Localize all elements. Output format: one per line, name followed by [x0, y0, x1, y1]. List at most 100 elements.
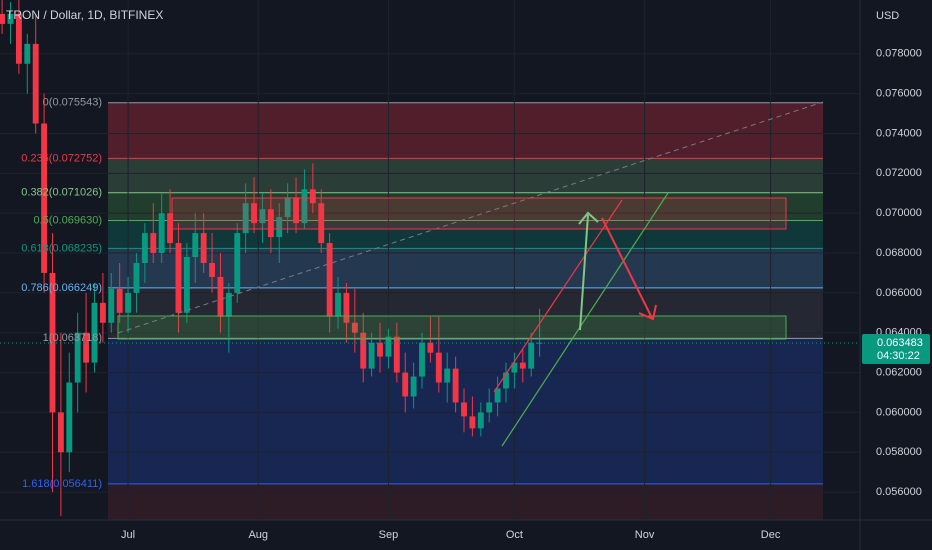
y-tick-label: 0.060000: [876, 406, 922, 418]
candle-body: [259, 209, 266, 224]
candle-body: [116, 288, 123, 313]
trend-line: [117, 101, 824, 334]
fib-zone: [108, 192, 823, 221]
countdown: 04:30:22: [877, 350, 920, 362]
candle-body: [242, 203, 249, 234]
x-tick-label: Aug: [248, 529, 268, 541]
candle-body: [158, 213, 165, 254]
candle-body: [461, 402, 467, 417]
candle-body: [494, 388, 501, 403]
fib-label: 0.5(0.069630): [34, 214, 103, 226]
candle-body: [419, 342, 425, 377]
fib-label: 0.618(0.068235): [21, 242, 102, 254]
fib-label: 0.382(0.071026): [21, 187, 102, 199]
candle-body: [57, 412, 64, 453]
candle-body: [150, 233, 157, 254]
candle-body: [133, 262, 140, 293]
candle-body: [83, 332, 90, 363]
candle-body: [444, 368, 451, 383]
candle-body: [74, 332, 81, 383]
last-price-box: [862, 334, 930, 365]
candle-body: [410, 376, 417, 397]
candle-body: [32, 43, 39, 124]
x-tick-label: Oct: [506, 529, 523, 541]
y-tick-label: 0.068000: [876, 247, 922, 259]
candle-body: [326, 243, 333, 317]
labels: 0.0560000.0580000.0600000.0620000.064000…: [0, 48, 930, 541]
candle-body: [284, 197, 291, 218]
candle-body: [477, 412, 484, 429]
channel-line: [501, 192, 669, 447]
x-tick-label: Dec: [761, 529, 781, 541]
candle-body: [301, 189, 308, 224]
candles: [0, 0, 543, 517]
y-tick-label: 0.074000: [876, 127, 922, 139]
arrow: [601, 217, 653, 319]
y-tick-label: 0.070000: [876, 207, 922, 219]
candle-body: [234, 233, 241, 293]
candle-body: [360, 332, 367, 369]
candle-body: [15, 13, 22, 64]
candle-body: [393, 336, 400, 373]
candle-body: [377, 342, 383, 357]
candle-body: [343, 292, 350, 323]
support-box: [117, 315, 787, 340]
candle-body: [91, 302, 98, 363]
candle-body: [251, 203, 257, 224]
last-price-label: 0.063483: [877, 337, 923, 349]
y-tick-label: 0.076000: [876, 88, 922, 100]
x-tick-label: Sep: [379, 529, 399, 541]
candle-body: [435, 352, 442, 383]
candle-body: [276, 217, 283, 238]
arrow-head: [638, 304, 657, 321]
candle-body: [452, 368, 459, 403]
candle-body: [385, 336, 392, 357]
candle-body: [200, 233, 207, 263]
candle-body: [267, 209, 274, 238]
arrow: [579, 214, 589, 331]
y-tick-label: 0.066000: [876, 287, 922, 299]
grid: [0, 0, 860, 520]
candle-body: [99, 302, 106, 323]
candle-body: [141, 233, 148, 263]
candle-body: [519, 362, 526, 369]
y-tick-label: 0.056000: [876, 486, 922, 498]
candle-body: [293, 197, 299, 224]
candle-body: [108, 288, 115, 323]
fib-label: 0.786(0.066249): [21, 282, 102, 294]
fib-zone: [108, 248, 823, 288]
fib-label: 0.236(0.072752): [21, 152, 102, 164]
candle-body: [427, 342, 434, 353]
candle-body: [24, 43, 31, 64]
candle-body: [41, 123, 48, 273]
fib-zone: [108, 483, 823, 520]
candle-body: [309, 189, 316, 204]
fib-zone: [108, 158, 823, 193]
candle-body: [125, 292, 132, 313]
x-tick-label: Jul: [121, 529, 135, 541]
y-tick-label: 0.058000: [876, 446, 922, 458]
candle-body: [402, 372, 409, 397]
candle-body: [7, 13, 14, 24]
y-tick-label: 0.072000: [876, 167, 922, 179]
fib-label: 1(0.063718): [43, 332, 102, 344]
fib-zones: [108, 102, 823, 520]
candle-body: [225, 292, 232, 317]
fib-label: 1.618(0.056411): [22, 478, 102, 490]
drawings: [117, 101, 824, 447]
candle-body: [469, 416, 476, 429]
fib-zone: [108, 220, 823, 249]
candle-body: [486, 402, 493, 413]
resistance-box: [171, 197, 787, 230]
chart-title: TRON / Dollar, 1D, BITFINEX: [6, 8, 163, 22]
x-tick-label: Nov: [635, 529, 655, 541]
candle-body: [536, 342, 543, 344]
channel-line: [493, 199, 623, 393]
y-tick-label: 0.062000: [876, 366, 922, 378]
currency: USD: [876, 10, 899, 22]
candle-body: [368, 342, 375, 369]
candle-body: [217, 276, 224, 317]
candle-body: [351, 322, 358, 333]
